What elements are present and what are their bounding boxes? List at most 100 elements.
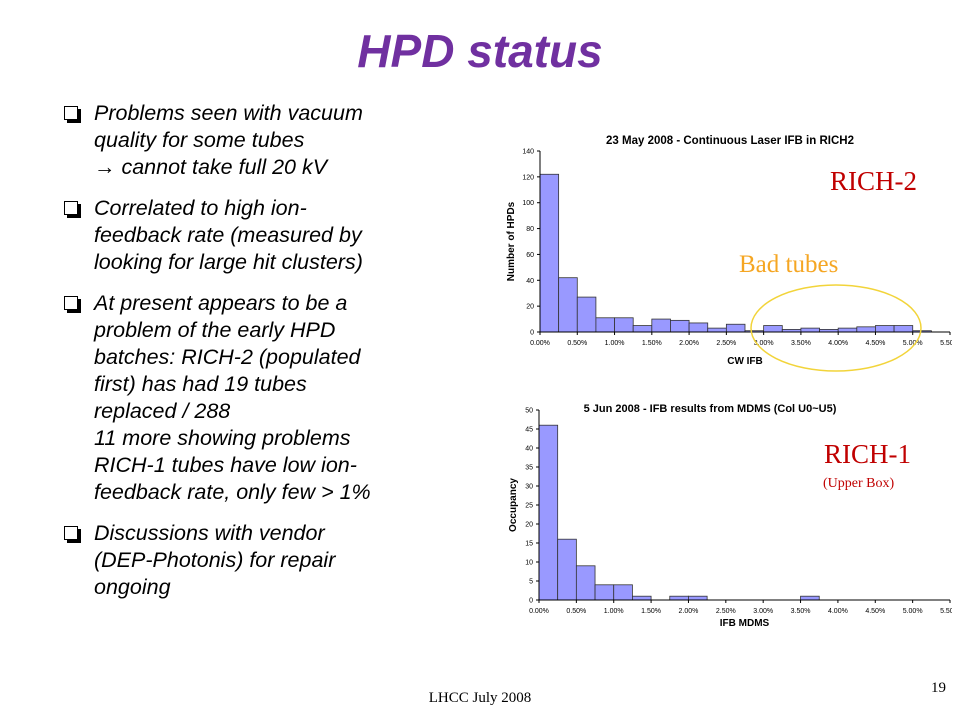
y-tick-label: 15 bbox=[525, 541, 533, 548]
bad-tubes-label: Bad tubes bbox=[739, 251, 839, 278]
bullet-line: ongoing bbox=[94, 575, 171, 599]
bullet-item: Problems seen with vacuum quality for so… bbox=[64, 100, 454, 181]
checkbox-bullet-icon bbox=[64, 526, 78, 540]
bar bbox=[539, 173, 560, 333]
y-axis-label: Number of HPDs bbox=[506, 201, 517, 281]
x-tick-label: 2.50% bbox=[716, 608, 736, 615]
bullet-line: 11 more showing problems bbox=[94, 426, 351, 450]
footer-text: LHCC July 2008 bbox=[428, 690, 532, 706]
bullet-line: Problems seen with vacuum bbox=[94, 101, 363, 125]
x-tick-label: 2.00% bbox=[679, 608, 699, 615]
y-tick-label: 140 bbox=[522, 149, 534, 156]
x-tick-label: 1.00% bbox=[604, 608, 624, 615]
x-axis-label: CW IFB bbox=[727, 356, 763, 367]
chart-svg: 5 Jun 2008 - IFB results from MDMS (Col … bbox=[508, 403, 960, 629]
bullet-line: feedback rate, only few > 1% bbox=[94, 480, 371, 504]
bullet-line: → cannot take full 20 kV bbox=[94, 155, 328, 179]
bar bbox=[632, 595, 652, 601]
bar bbox=[557, 538, 577, 601]
x-tick-label: 0.50% bbox=[566, 608, 586, 615]
bullet-list: Problems seen with vacuum quality for so… bbox=[64, 100, 454, 615]
bullet-line: At present appears to be a bbox=[94, 291, 348, 315]
y-tick-label: 20 bbox=[526, 304, 534, 311]
x-tick-label: 1.50% bbox=[641, 608, 661, 615]
bullet-line: batches: RICH-2 (populated bbox=[94, 345, 361, 369]
x-tick-label: 1.00% bbox=[605, 340, 625, 347]
bar bbox=[725, 323, 746, 333]
x-tick-label: 4.00% bbox=[828, 340, 848, 347]
bar bbox=[688, 595, 708, 601]
bar bbox=[576, 296, 597, 333]
x-tick-label: 4.50% bbox=[865, 608, 885, 615]
rich2-ifb-chart: 23 May 2008 - Continuous Laser IFB in RI… bbox=[500, 124, 960, 374]
y-tick-label: 10 bbox=[525, 560, 533, 567]
x-tick-label: 0.00% bbox=[530, 340, 550, 347]
bullet-item: At present appears to be a problem of th… bbox=[64, 290, 454, 506]
y-tick-label: 0 bbox=[530, 330, 534, 337]
bullet-line: first) has had 19 tubes bbox=[94, 372, 307, 396]
bullet-line: feedback rate (measured by bbox=[94, 223, 362, 247]
x-tick-label: 4.50% bbox=[866, 340, 886, 347]
checkbox-bullet-icon bbox=[64, 106, 78, 120]
x-tick-label: 3.50% bbox=[791, 608, 811, 615]
checkbox-bullet-icon bbox=[64, 201, 78, 215]
y-tick-label: 35 bbox=[525, 465, 533, 472]
y-tick-label: 5 bbox=[529, 579, 533, 586]
bar bbox=[614, 317, 634, 333]
chart-title: 23 May 2008 - Continuous Laser IFB in RI… bbox=[606, 135, 854, 147]
bar bbox=[594, 584, 615, 601]
y-tick-label: 40 bbox=[525, 446, 533, 453]
bar bbox=[707, 327, 727, 333]
bullet-line: Correlated to high ion- bbox=[94, 196, 307, 220]
bar bbox=[688, 322, 709, 333]
x-tick-label: 5.50% bbox=[940, 340, 952, 347]
rich1-label: RICH-1 bbox=[824, 439, 911, 469]
bad-tubes-ellipse bbox=[750, 284, 922, 372]
x-axis-label: IFB MDMS bbox=[720, 618, 770, 629]
x-tick-label: 3.50% bbox=[791, 340, 811, 347]
bullet-line: Discussions with vendor bbox=[94, 521, 325, 545]
x-tick-label: 5.50% bbox=[940, 608, 952, 615]
y-tick-label: 0 bbox=[529, 598, 533, 605]
x-tick-label: 0.50% bbox=[567, 340, 587, 347]
y-tick-label: 120 bbox=[522, 174, 534, 181]
bar bbox=[613, 584, 633, 601]
bar bbox=[669, 595, 689, 601]
y-tick-label: 20 bbox=[525, 522, 533, 529]
bar bbox=[670, 319, 690, 333]
x-tick-label: 3.00% bbox=[753, 608, 773, 615]
x-tick-label: 2.50% bbox=[716, 340, 736, 347]
y-tick-label: 80 bbox=[526, 226, 534, 233]
x-tick-label: 5.00% bbox=[903, 340, 923, 347]
bullet-line: problem of the early HPD bbox=[94, 318, 336, 342]
bar bbox=[651, 318, 671, 333]
y-tick-label: 45 bbox=[525, 427, 533, 434]
x-tick-label: 4.00% bbox=[828, 608, 848, 615]
page-number: 19 bbox=[931, 680, 946, 696]
bar bbox=[595, 317, 615, 333]
x-tick-label: 3.00% bbox=[754, 340, 774, 347]
y-axis-label: Occupancy bbox=[508, 478, 519, 532]
rich2-label: RICH-2 bbox=[830, 166, 917, 196]
bullet-item: Discussions with vendor (DEP-Photonis) f… bbox=[64, 520, 454, 601]
bullet-line: quality for some tubes bbox=[94, 128, 305, 152]
x-tick-label: 1.50% bbox=[642, 340, 662, 347]
y-tick-label: 60 bbox=[526, 252, 534, 259]
bar bbox=[800, 595, 820, 601]
y-tick-label: 30 bbox=[525, 484, 533, 491]
bullet-line: looking for large hit clusters) bbox=[94, 250, 363, 274]
rich1-sublabel: (Upper Box) bbox=[823, 476, 895, 491]
bullet-item: Correlated to high ion- feedback rate (m… bbox=[64, 195, 454, 276]
chart-svg: 23 May 2008 - Continuous Laser IFB in RI… bbox=[506, 135, 960, 367]
y-tick-label: 25 bbox=[525, 503, 533, 510]
x-tick-label: 0.00% bbox=[529, 608, 549, 615]
y-tick-label: 40 bbox=[526, 278, 534, 285]
y-tick-label: 100 bbox=[522, 200, 534, 207]
bar bbox=[538, 424, 559, 601]
bar bbox=[575, 565, 596, 601]
x-tick-label: 2.00% bbox=[679, 340, 699, 347]
bullet-line: replaced / 288 bbox=[94, 399, 231, 423]
slide-title: HPD status bbox=[357, 25, 603, 77]
bar bbox=[632, 325, 653, 333]
checkbox-bullet-icon bbox=[64, 296, 78, 310]
